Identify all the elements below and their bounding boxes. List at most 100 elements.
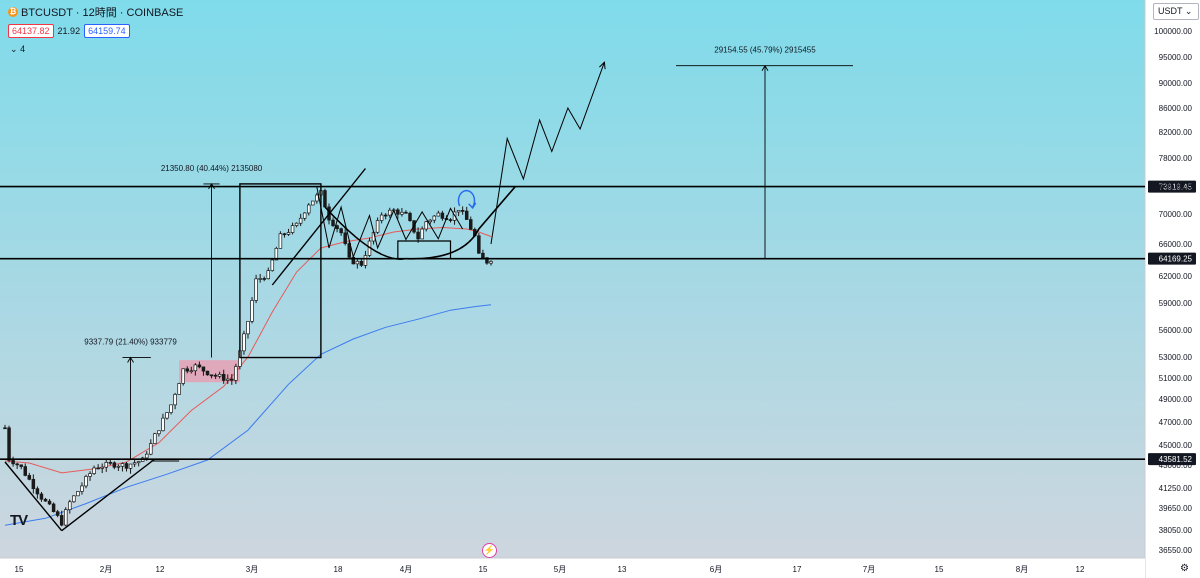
level-price-tag: 43581.52	[1148, 453, 1196, 466]
currency-select[interactable]: USDT ⌄	[1153, 3, 1200, 20]
chart-background	[0, 0, 1145, 578]
candle	[108, 459, 113, 466]
cup-curve[interactable]	[324, 186, 516, 261]
candle	[112, 461, 117, 470]
candle	[262, 276, 266, 282]
candle	[205, 370, 210, 376]
y-tick-label: 59000.00	[1159, 299, 1193, 308]
y-tick-label: 49000.00	[1159, 395, 1193, 404]
v-bottom-left-line[interactable]	[4, 461, 63, 532]
candle	[343, 228, 347, 246]
candle	[189, 366, 194, 374]
candle	[335, 224, 339, 233]
candle	[400, 207, 404, 217]
y-tick-label: 78000.00	[1159, 154, 1193, 163]
candle	[177, 382, 181, 395]
rising-trendline[interactable]	[271, 168, 366, 286]
x-tick-label: 17	[793, 565, 802, 574]
candle	[104, 458, 108, 472]
indicator-toggle[interactable]: ⌄ 4	[10, 44, 25, 55]
x-tick-label: 4月	[400, 565, 412, 574]
price-axis-panel	[1145, 0, 1200, 578]
y-tick-label: 47000.00	[1159, 418, 1193, 427]
candle	[3, 424, 7, 430]
candle	[363, 250, 368, 269]
gear-icon[interactable]: ⚙	[1180, 563, 1189, 574]
candle	[128, 463, 133, 474]
candle	[63, 507, 68, 527]
sell-price[interactable]: 64137.82	[8, 24, 54, 38]
time-axis: 15 2月 12 3月 18 4月 15 5月 13 6月 17 7月 15 8月 12	[15, 565, 1085, 574]
buy-price[interactable]: 64159.74	[84, 24, 130, 38]
candle	[169, 404, 173, 415]
measurement-tool[interactable]: 21350.80 (40.44%) 2135080	[161, 164, 263, 358]
y-tick-label: 74000.00	[1159, 182, 1193, 191]
candle	[19, 464, 23, 470]
candle	[294, 222, 299, 228]
lightning-icon[interactable]: ⚡	[482, 543, 497, 558]
candle	[302, 212, 307, 221]
candle	[347, 239, 352, 260]
v-bottom-right-line[interactable]	[61, 458, 156, 532]
x-tick-label: 13	[618, 565, 627, 574]
candle	[23, 463, 28, 477]
candle	[448, 218, 453, 223]
candle	[464, 206, 469, 220]
y-tick-label: 66000.00	[1159, 240, 1193, 249]
candle	[136, 460, 141, 467]
candle	[11, 456, 15, 467]
candle	[35, 486, 40, 499]
candle	[242, 330, 246, 355]
candle	[197, 361, 202, 369]
measurement-tool[interactable]: 29154.55 (45.79%) 2915455	[676, 46, 853, 259]
y-tick-label: 82000.00	[1159, 128, 1193, 137]
candle	[246, 320, 250, 339]
price-quote: 64137.82 21.92 64159.74	[8, 24, 130, 38]
candle	[84, 474, 88, 489]
candle	[416, 227, 420, 243]
candle	[173, 392, 177, 410]
candle	[59, 510, 64, 527]
y-tick-label: 100000.00	[1154, 27, 1192, 36]
x-tick-label: 15	[15, 565, 24, 574]
candle	[100, 463, 104, 474]
flag-box[interactable]	[239, 183, 322, 359]
currency-label: USDT	[1158, 6, 1183, 16]
candle	[315, 192, 319, 204]
measurement-tool[interactable]: 9337.79 (21.40%) 933779	[84, 338, 177, 459]
candle	[266, 267, 271, 280]
candle	[43, 497, 48, 502]
candle	[432, 214, 437, 224]
candle	[355, 258, 360, 269]
chevron-down-icon: ⌄	[1184, 6, 1193, 16]
candle	[193, 363, 198, 376]
measurement-label: 9337.79 (21.40%) 933779	[84, 338, 177, 347]
candle	[31, 474, 36, 494]
candle	[383, 213, 388, 220]
y-tick-label: 86000.00	[1159, 104, 1193, 113]
candle	[80, 482, 84, 495]
circle-arrow-icon[interactable]	[457, 189, 476, 208]
candle	[408, 211, 412, 222]
range-zigzag[interactable]	[316, 186, 464, 259]
level-price-label: 64169.25	[1159, 255, 1193, 264]
candle	[311, 200, 315, 206]
candle	[185, 366, 190, 374]
projection-arrowhead	[599, 61, 606, 70]
projection-path[interactable]	[490, 62, 605, 245]
candle	[157, 430, 161, 437]
symbol-header[interactable]: ₿ BTCUSDT · 12時間 · COINBASE	[8, 4, 183, 20]
x-tick-label: 7月	[863, 565, 875, 574]
y-tick-label: 38050.00	[1159, 526, 1193, 535]
candle	[481, 249, 485, 259]
symbol-title: BTCUSDT · 12時間 · COINBASE	[21, 7, 184, 19]
chart-drawings[interactable]: 73919.45 64169.25 43581.52 9337.79 (21.40%)…	[0, 46, 1196, 532]
candle	[331, 217, 335, 228]
level-price-label: 73919.45	[1159, 183, 1193, 192]
handle-box[interactable]	[397, 240, 452, 259]
candle	[165, 412, 169, 420]
y-tick-label: 70000.00	[1159, 210, 1193, 219]
candle	[258, 274, 262, 283]
sma-blue-line[interactable]	[4, 304, 492, 526]
